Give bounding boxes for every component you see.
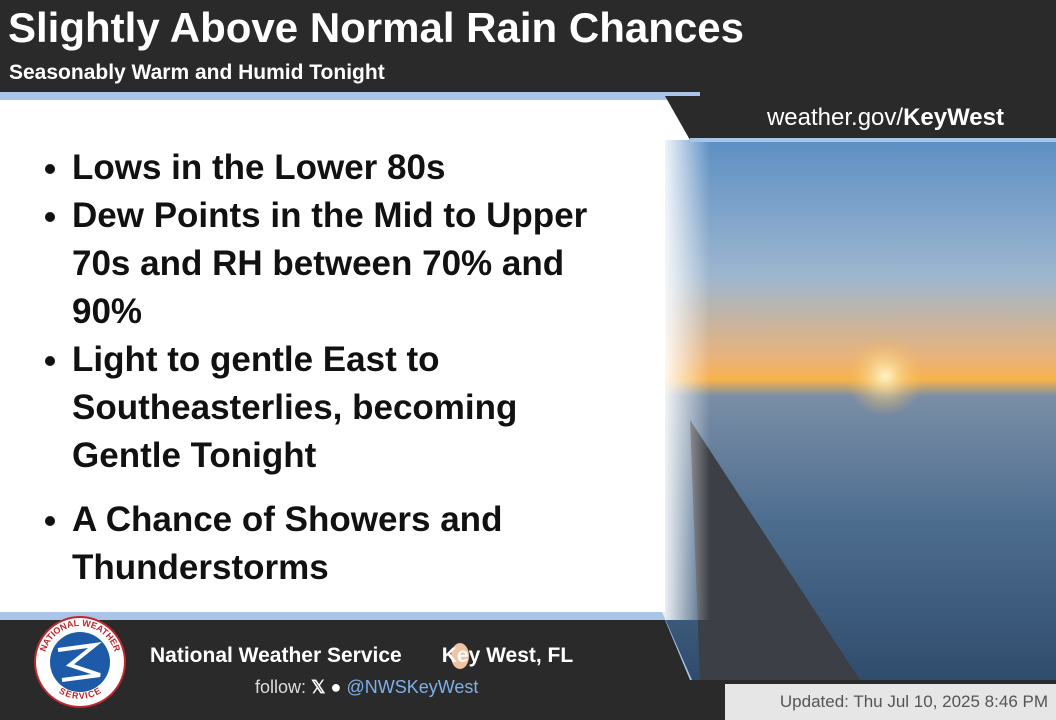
bullet: Lows in the Lower 80s	[72, 144, 612, 192]
agency: National Weather Service	[150, 644, 402, 667]
handle[interactable]: @NWSKeyWest	[346, 677, 479, 697]
bullet: Light to gentle East to Southeasterlies,…	[72, 336, 612, 480]
office: Key West, FL	[441, 644, 574, 667]
logo: NATIONAL WEATHER SERVICE	[34, 616, 126, 708]
url-office: KeyWest	[903, 104, 1004, 131]
url-prefix: weather.gov/	[766, 104, 904, 131]
title: Slightly Above Normal Rain Chances	[8, 4, 744, 51]
updated: Updated: Thu Jul 10, 2025 8:46 PM	[779, 692, 1048, 711]
shell-icon	[451, 643, 469, 669]
agency-line: National Weather Service Key West, FL	[150, 644, 573, 668]
logo-bottom: SERVICE	[57, 686, 102, 702]
site-url[interactable]: weather.gov/KeyWest	[767, 104, 1004, 132]
follow: follow:	[255, 677, 307, 697]
follow-line: follow: 𝕏 ● @NWSKeyWest	[255, 677, 479, 697]
subtitle: Seasonably Warm and Humid Tonight	[9, 61, 385, 84]
bullet: Dew Points in the Mid to Upper 70s and R…	[72, 192, 612, 336]
bullet: A Chance of Showers and Thunderstorms	[72, 496, 612, 592]
bullet-list: Lows in the Lower 80s Dew Points in the …	[30, 144, 612, 592]
logo-bottom-text: SERVICE	[57, 686, 102, 702]
